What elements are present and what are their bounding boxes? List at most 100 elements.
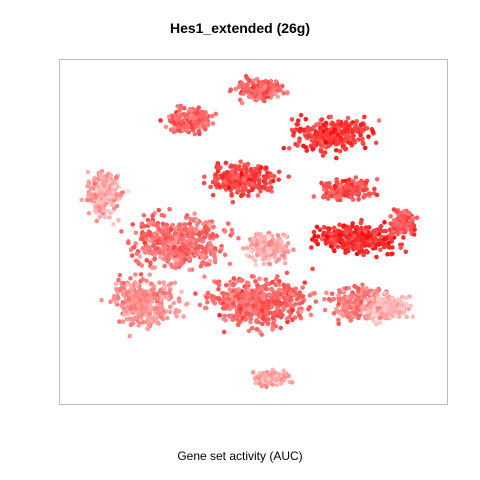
data-point	[374, 254, 379, 260]
data-point	[254, 252, 260, 258]
data-point	[380, 241, 386, 246]
data-point	[356, 197, 361, 202]
scatter-plot	[79, 73, 420, 390]
data-point	[236, 235, 241, 241]
data-point	[332, 242, 338, 247]
data-point	[356, 228, 362, 234]
data-point	[212, 300, 218, 306]
data-point	[158, 304, 164, 309]
data-point	[248, 319, 253, 325]
data-point	[285, 241, 291, 246]
data-point	[226, 185, 232, 191]
data-point	[207, 222, 212, 227]
data-point	[313, 239, 318, 244]
data-point	[297, 128, 303, 134]
data-point	[286, 174, 292, 179]
data-point	[342, 308, 348, 314]
data-point	[113, 299, 119, 305]
data-point	[258, 82, 264, 88]
data-point	[193, 115, 198, 121]
data-point	[116, 296, 121, 301]
data-point	[139, 306, 145, 311]
data-point	[361, 310, 367, 316]
data-point	[158, 314, 164, 320]
data-point	[281, 145, 287, 151]
data-point	[141, 290, 147, 296]
data-point	[195, 222, 200, 227]
data-point	[150, 213, 155, 218]
data-point	[395, 297, 401, 302]
data-point	[215, 168, 221, 174]
data-point	[329, 291, 335, 297]
data-point	[86, 210, 92, 216]
data-point	[221, 329, 227, 335]
data-point	[248, 94, 254, 100]
data-point	[225, 303, 230, 308]
data-point	[245, 293, 250, 298]
data-point	[262, 283, 268, 288]
data-point	[202, 305, 208, 311]
data-point	[314, 224, 320, 230]
data-point	[360, 140, 366, 145]
data-point	[274, 309, 280, 315]
data-point	[85, 183, 90, 189]
data-point	[309, 137, 315, 143]
data-point	[261, 261, 267, 267]
data-point	[280, 83, 285, 89]
data-point	[390, 295, 395, 301]
data-point	[250, 288, 255, 293]
data-point	[396, 314, 402, 319]
data-point	[144, 278, 149, 284]
data-point	[202, 234, 208, 240]
data-point	[125, 188, 131, 194]
data-point	[295, 122, 300, 127]
data-point	[371, 228, 377, 234]
data-point	[362, 229, 368, 234]
data-point	[103, 201, 108, 207]
data-point	[376, 305, 382, 311]
data-point	[144, 236, 149, 242]
data-point	[178, 252, 184, 258]
data-point	[337, 237, 342, 242]
data-point	[98, 172, 104, 178]
data-point	[366, 297, 372, 302]
data-point	[221, 316, 226, 322]
data-point	[339, 121, 344, 126]
data-point	[322, 307, 328, 313]
data-point	[406, 215, 411, 221]
data-point	[362, 300, 368, 306]
data-point	[378, 296, 384, 302]
data-point	[225, 221, 231, 226]
data-point	[134, 310, 140, 315]
data-point	[210, 121, 216, 126]
data-point	[342, 138, 348, 143]
data-point	[334, 137, 340, 143]
data-point	[222, 252, 228, 258]
data-point	[281, 368, 286, 373]
data-point	[332, 248, 337, 254]
data-point	[201, 260, 207, 266]
data-point	[344, 312, 350, 318]
data-point	[98, 201, 104, 206]
data-point	[286, 309, 292, 314]
data-point	[187, 241, 193, 246]
data-point	[182, 106, 187, 111]
data-point	[267, 187, 272, 193]
data-point	[387, 245, 392, 250]
data-point	[220, 184, 226, 189]
data-point	[216, 282, 222, 288]
data-point	[227, 261, 233, 267]
data-point	[163, 236, 168, 242]
data-point	[414, 215, 420, 220]
data-point	[327, 127, 333, 132]
data-point	[172, 231, 178, 236]
data-point	[240, 81, 245, 86]
data-point	[127, 333, 133, 339]
data-point	[203, 246, 209, 251]
data-point	[102, 183, 107, 189]
data-point	[169, 242, 174, 247]
data-point	[311, 142, 317, 147]
data-point	[328, 114, 334, 120]
data-point	[148, 315, 154, 320]
data-point	[148, 260, 153, 265]
